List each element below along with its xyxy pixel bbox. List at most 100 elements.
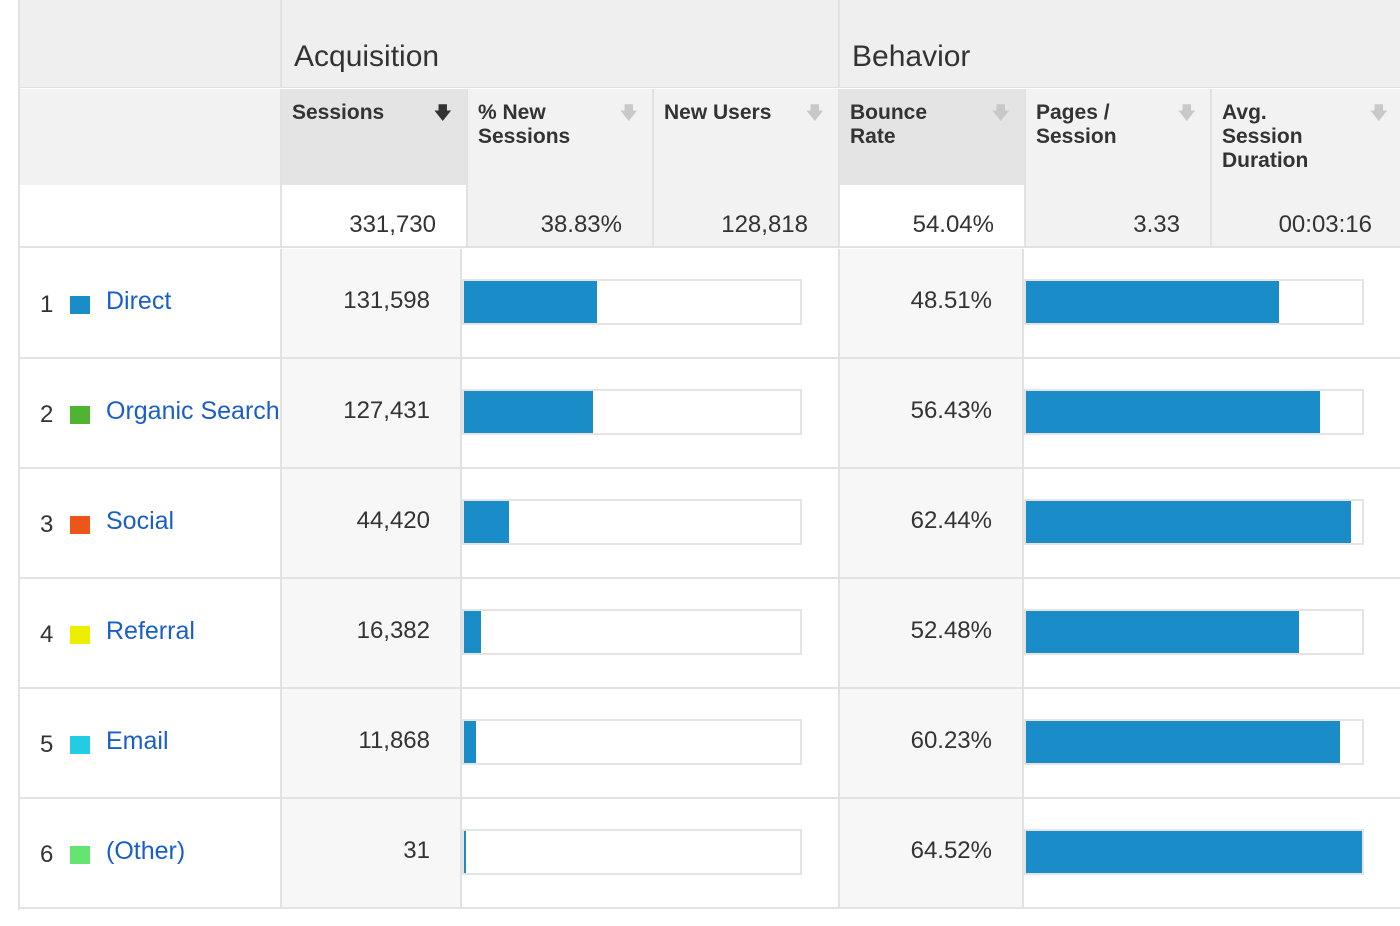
column-label: Avg. Session Duration bbox=[1222, 101, 1309, 172]
sessions-value: 127,431 bbox=[343, 397, 430, 424]
acquisition-title: Acquisition bbox=[294, 40, 440, 73]
channel-link[interactable]: Social bbox=[106, 507, 175, 535]
sessions-bar-fill bbox=[464, 721, 476, 763]
bounce-rate-value: 52.48% bbox=[910, 617, 992, 644]
total-value: 00:03:16 bbox=[1278, 211, 1372, 238]
behavior-title: Behavior bbox=[852, 40, 971, 73]
column-header-pct-new-sessions[interactable]: % New Sessions 🡇 bbox=[466, 89, 652, 185]
table-row: 5 Email 11,868 60.23% bbox=[20, 689, 1400, 799]
behavior-group-header: Behavior bbox=[838, 0, 1400, 88]
channel-link[interactable]: Organic Search bbox=[106, 397, 280, 425]
channel-cell: 3 Social bbox=[20, 469, 280, 577]
sessions-bar-cell bbox=[460, 799, 838, 907]
row-index: 6 bbox=[40, 841, 54, 868]
row-index: 5 bbox=[40, 731, 54, 758]
acquisition-group-header: Acquisition bbox=[280, 0, 838, 88]
sessions-cell: 131,598 bbox=[280, 249, 460, 357]
sessions-cell: 44,420 bbox=[280, 469, 460, 577]
analytics-table: Acquisition Behavior Sessions 🡇 % New Se… bbox=[18, 0, 1400, 910]
bounce-bar-fill bbox=[1026, 831, 1362, 873]
header-blank-2 bbox=[20, 89, 280, 185]
total-value: 331,730 bbox=[349, 211, 436, 238]
sessions-bar-track bbox=[462, 279, 802, 325]
sessions-bar-cell bbox=[460, 469, 838, 577]
bounce-bar-track bbox=[1024, 609, 1364, 655]
bounce-bar-track bbox=[1024, 279, 1364, 325]
column-header-new-users[interactable]: New Users 🡇 bbox=[652, 89, 838, 185]
total-value: 128,818 bbox=[721, 211, 808, 238]
bounce-bar-fill bbox=[1026, 611, 1299, 653]
bounce-bar-cell bbox=[1022, 799, 1400, 907]
total-value: 38.83% bbox=[540, 211, 622, 238]
sessions-bar-fill bbox=[464, 611, 481, 653]
channel-color-swatch bbox=[70, 736, 90, 754]
sessions-bar-cell bbox=[460, 249, 838, 357]
channel-link[interactable]: Email bbox=[106, 727, 169, 755]
sort-arrow-icon[interactable]: 🡇 bbox=[1177, 103, 1196, 123]
bounce-rate-cell: 52.48% bbox=[838, 579, 1022, 687]
channel-cell: 2 Organic Search bbox=[20, 359, 280, 467]
bounce-bar-fill bbox=[1026, 721, 1340, 763]
header-blank bbox=[20, 0, 280, 88]
sessions-value: 16,382 bbox=[356, 617, 430, 644]
bounce-bar-track bbox=[1024, 829, 1364, 875]
bounce-rate-value: 56.43% bbox=[910, 397, 992, 424]
channel-cell: 4 Referral bbox=[20, 579, 280, 687]
sessions-value: 31 bbox=[403, 837, 430, 864]
bounce-bar-cell bbox=[1022, 579, 1400, 687]
sessions-bar-fill bbox=[464, 831, 466, 873]
sessions-cell: 16,382 bbox=[280, 579, 460, 687]
sessions-bar-track bbox=[462, 389, 802, 435]
sessions-bar-track bbox=[462, 609, 802, 655]
bounce-rate-cell: 56.43% bbox=[838, 359, 1022, 467]
column-header-bounce-rate[interactable]: Bounce Rate 🡇 bbox=[838, 89, 1024, 185]
table-row: 6 (Other) 31 64.52% bbox=[20, 799, 1400, 909]
channel-color-swatch bbox=[70, 516, 90, 534]
bounce-bar-track bbox=[1024, 499, 1364, 545]
total-sessions: 331,730 bbox=[280, 185, 466, 248]
channel-link[interactable]: (Other) bbox=[106, 837, 186, 865]
bounce-bar-fill bbox=[1026, 281, 1279, 323]
column-header-sessions[interactable]: Sessions 🡇 bbox=[280, 89, 466, 185]
sessions-bar-fill bbox=[464, 501, 509, 543]
bounce-rate-value: 62.44% bbox=[910, 507, 992, 534]
sessions-bar-fill bbox=[464, 391, 593, 433]
sort-arrow-icon[interactable]: 🡇 bbox=[1369, 103, 1388, 123]
bounce-rate-cell: 48.51% bbox=[838, 249, 1022, 357]
column-label: Bounce Rate bbox=[850, 101, 928, 148]
sessions-value: 11,868 bbox=[358, 727, 430, 754]
sessions-bar-cell bbox=[460, 359, 838, 467]
sessions-bar-track bbox=[462, 499, 802, 545]
channel-link[interactable]: Direct bbox=[106, 287, 172, 315]
channel-cell: 6 (Other) bbox=[20, 799, 280, 907]
row-index: 4 bbox=[40, 621, 54, 648]
total-pct-new-sessions: 38.83% bbox=[466, 185, 652, 248]
channel-color-swatch bbox=[70, 406, 90, 424]
row-index: 1 bbox=[40, 291, 54, 318]
sessions-cell: 31 bbox=[280, 799, 460, 907]
channel-link[interactable]: Referral bbox=[106, 617, 195, 645]
bounce-bar-fill bbox=[1026, 501, 1351, 543]
column-label: % New Sessions bbox=[478, 101, 571, 148]
sessions-bar-fill bbox=[464, 281, 597, 323]
table-row: 2 Organic Search 127,431 56.43% bbox=[20, 359, 1400, 469]
bounce-bar-cell bbox=[1022, 359, 1400, 467]
column-header-pages-per-session[interactable]: Pages / Session 🡇 bbox=[1024, 89, 1210, 185]
sort-arrow-icon[interactable]: 🡇 bbox=[619, 103, 638, 123]
column-label: Pages / Session bbox=[1036, 101, 1117, 148]
bounce-bar-cell bbox=[1022, 249, 1400, 357]
bounce-rate-value: 60.23% bbox=[910, 727, 992, 754]
row-index: 3 bbox=[40, 511, 54, 538]
column-label: New Users bbox=[664, 101, 772, 124]
sort-arrow-icon[interactable]: 🡇 bbox=[805, 103, 824, 123]
bounce-rate-cell: 62.44% bbox=[838, 469, 1022, 577]
bounce-bar-cell bbox=[1022, 469, 1400, 577]
sessions-bar-cell bbox=[460, 689, 838, 797]
total-bounce-rate: 54.04% bbox=[838, 185, 1024, 248]
column-header-avg-session-duration[interactable]: Avg. Session Duration 🡇 bbox=[1210, 89, 1400, 185]
sort-down-arrow-icon[interactable]: 🡇 bbox=[433, 103, 452, 123]
sort-arrow-icon[interactable]: 🡇 bbox=[991, 103, 1010, 123]
table-row: 1 Direct 131,598 48.51% bbox=[20, 249, 1400, 359]
channel-color-swatch bbox=[70, 626, 90, 644]
channel-color-swatch bbox=[70, 846, 90, 864]
